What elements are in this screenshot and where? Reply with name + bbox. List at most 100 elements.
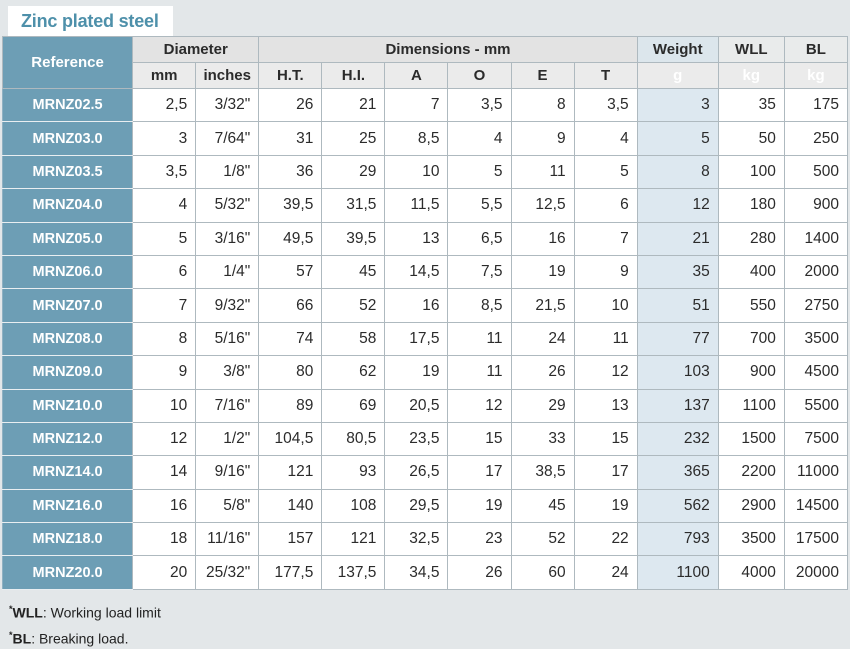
cell: 365 <box>636 455 719 490</box>
cell: 17 <box>573 455 638 490</box>
cell: 17 <box>447 455 512 490</box>
cell: 13 <box>384 221 449 256</box>
table-row: MRNZ10.0 10 7/16" 89 69 20,5 12 29 13 137 1100 5500 <box>1 388 849 423</box>
cell: 69 <box>321 388 386 423</box>
subcol-bl-unit: kg <box>783 62 849 89</box>
tab-label: Zinc plated steel <box>21 10 159 31</box>
footnote-term: WLL <box>12 604 43 621</box>
row-reference: MRNZ03.5 <box>1 154 134 190</box>
col-header-dimensions: Dimensions - mm <box>258 36 638 63</box>
cell: 74 <box>258 321 323 357</box>
cell: 103 <box>636 355 719 390</box>
cell: 4 <box>573 121 638 156</box>
cell: 19 <box>573 488 638 524</box>
cell: 12 <box>447 388 512 423</box>
cell: 11/16" <box>195 522 260 557</box>
cell: 7500 <box>783 421 849 457</box>
cell: 62 <box>321 355 386 390</box>
subcol-weight-unit: g <box>636 62 719 89</box>
cell: 3/8" <box>195 355 260 390</box>
subcol-o: O <box>447 62 512 89</box>
cell: 6 <box>573 188 638 223</box>
asterisk: * <box>9 603 13 614</box>
cell: 10 <box>132 388 197 423</box>
cell: 20000 <box>783 555 849 590</box>
row-reference: MRNZ07.0 <box>1 288 134 323</box>
row-reference: MRNZ12.0 <box>1 421 134 457</box>
cell: 1/4" <box>195 254 260 290</box>
cell: 2900 <box>717 488 785 524</box>
cell: 26 <box>510 355 575 390</box>
cell: 157 <box>258 522 323 557</box>
cell: 6,5 <box>447 221 512 256</box>
cell: 25/32" <box>195 555 260 590</box>
cell: 39,5 <box>321 221 386 256</box>
cell: 7/64" <box>195 121 260 156</box>
cell: 36 <box>258 154 323 190</box>
cell: 2,5 <box>132 87 197 123</box>
cell: 121 <box>321 522 386 557</box>
cell: 20,5 <box>384 388 449 423</box>
table-row: MRNZ16.0 16 5/8" 140 108 29,5 19 45 19 562 2900 145… <box>1 488 849 524</box>
cell: 140 <box>258 488 323 524</box>
cell: 3,5 <box>132 154 197 190</box>
cell: 3 <box>636 87 719 123</box>
subcol-e: E <box>510 62 575 89</box>
row-reference: MRNZ05.0 <box>1 221 134 256</box>
cell: 12 <box>132 421 197 457</box>
cell: 121 <box>258 455 323 490</box>
cell: 3 <box>132 121 197 156</box>
cell: 16 <box>384 288 449 323</box>
cell: 25 <box>321 121 386 156</box>
cell: 11 <box>573 321 638 357</box>
cell: 16 <box>132 488 197 524</box>
cell: 29 <box>321 154 386 190</box>
cell: 31 <box>258 121 323 156</box>
cell: 180 <box>717 188 785 223</box>
cell: 11000 <box>783 455 849 490</box>
cell: 52 <box>321 288 386 323</box>
tab-zinc-plated-steel[interactable]: Zinc plated steel <box>8 6 173 36</box>
cell: 18 <box>132 522 197 557</box>
footnote-text: : Working load limit <box>42 604 161 621</box>
cell: 9 <box>132 355 197 390</box>
cell: 12,5 <box>510 188 575 223</box>
cell: 14500 <box>783 488 849 524</box>
cell: 3500 <box>783 321 849 357</box>
cell: 21 <box>321 87 386 123</box>
cell: 1400 <box>783 221 849 256</box>
cell: 15 <box>573 421 638 457</box>
cell: 32,5 <box>384 522 449 557</box>
cell: 700 <box>717 321 785 357</box>
cell: 500 <box>783 154 849 190</box>
footnote-bl: *BL: Breaking load. <box>9 624 850 649</box>
cell: 177,5 <box>258 555 323 590</box>
table-body: MRNZ02.5 2,5 3/32" 26 21 7 3,5 8 3,5 3 35 175 MRNZ03… <box>1 87 849 590</box>
cell: 13 <box>573 388 638 423</box>
cell: 7 <box>132 288 197 323</box>
cell: 38,5 <box>510 455 575 490</box>
cell: 6 <box>132 254 197 290</box>
cell: 21,5 <box>510 288 575 323</box>
cell: 9 <box>510 121 575 156</box>
table-row: MRNZ03.0 3 7/64" 31 25 8,5 4 9 4 5 50 250 <box>1 121 849 156</box>
cell: 17500 <box>783 522 849 557</box>
subcol-ht: H.T. <box>258 62 323 89</box>
footnote-text: : Breaking load. <box>31 630 129 647</box>
table-row: MRNZ05.0 5 3/16" 49,5 39,5 13 6,5 16 7 21 280 1400 <box>1 221 849 256</box>
row-reference: MRNZ10.0 <box>1 388 134 423</box>
cell: 11 <box>510 154 575 190</box>
cell: 80 <box>258 355 323 390</box>
cell: 49,5 <box>258 221 323 256</box>
table-row: MRNZ02.5 2,5 3/32" 26 21 7 3,5 8 3,5 3 35 175 <box>1 87 849 123</box>
cell: 93 <box>321 455 386 490</box>
row-reference: MRNZ14.0 <box>1 455 134 490</box>
cell: 8,5 <box>447 288 512 323</box>
table-row: MRNZ07.0 7 9/32" 66 52 16 8,5 21,5 10 51 550 2750 <box>1 288 849 323</box>
cell: 1/8" <box>195 154 260 190</box>
subcol-t: T <box>573 62 638 89</box>
cell: 60 <box>510 555 575 590</box>
col-header-diameter: Diameter <box>132 36 260 63</box>
cell: 900 <box>783 188 849 223</box>
row-reference: MRNZ08.0 <box>1 321 134 357</box>
